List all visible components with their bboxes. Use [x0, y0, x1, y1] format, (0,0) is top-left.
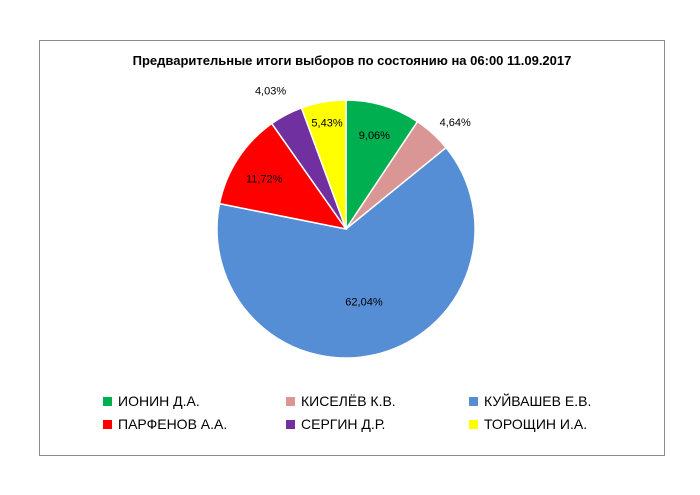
legend-item-kuyvashev: КУЙВАШЕВ Е.В.: [469, 392, 591, 410]
legend-label-ionin: ИОНИН Д.А.: [118, 393, 200, 409]
pie-slice-toroshchin: [300, 99, 347, 230]
data-label-toroshchin: 5,43%: [311, 117, 342, 129]
legend-label-kuyvashev: КУЙВАШЕВ Е.В.: [484, 393, 592, 409]
legend-item-sergin: СЕРГИН Д.Р.: [286, 415, 385, 433]
legend-label-kiselev: КИСЕЛЁВ К.В.: [301, 393, 396, 409]
legend-swatch-ionin: [103, 396, 112, 406]
chart-title: Предварительные итоги выборов по состоян…: [132, 53, 572, 68]
legend-item-parfenov: ПАРФЕНОВ А.А.: [103, 415, 227, 433]
data-label-ionin: 9,06%: [359, 130, 390, 142]
legend-swatch-parfenov: [103, 419, 112, 429]
data-label-kuyvashev: 62,04%: [345, 297, 383, 309]
data-label-parfenov: 11,72%: [246, 173, 283, 185]
legend-label-sergin: СЕРГИН Д.Р.: [301, 416, 386, 432]
data-label-kiselev: 4,64%: [440, 117, 471, 129]
legend-swatch-kiselev: [286, 396, 295, 406]
legend-item-kiselev: КИСЕЛЁВ К.В.: [286, 392, 396, 410]
legend-item-toroshchin: ТОРОЩИН И.А.: [469, 415, 587, 433]
legend-label-toroshchin: ТОРОЩИН И.А.: [484, 416, 588, 432]
pie-slice-kuyvashev: [216, 146, 476, 359]
legend-item-ionin: ИОНИН Д.А.: [103, 392, 200, 410]
pie-slice-ionin: [345, 99, 419, 232]
legend-swatch-sergin: [286, 419, 295, 429]
legend-swatch-toroshchin: [469, 419, 478, 429]
pie-slice-parfenov: [218, 122, 348, 231]
data-label-sergin: 4,03%: [255, 85, 286, 97]
legend-label-parfenov: ПАРФЕНОВ А.А.: [118, 416, 228, 432]
legend-swatch-kuyvashev: [469, 396, 478, 406]
